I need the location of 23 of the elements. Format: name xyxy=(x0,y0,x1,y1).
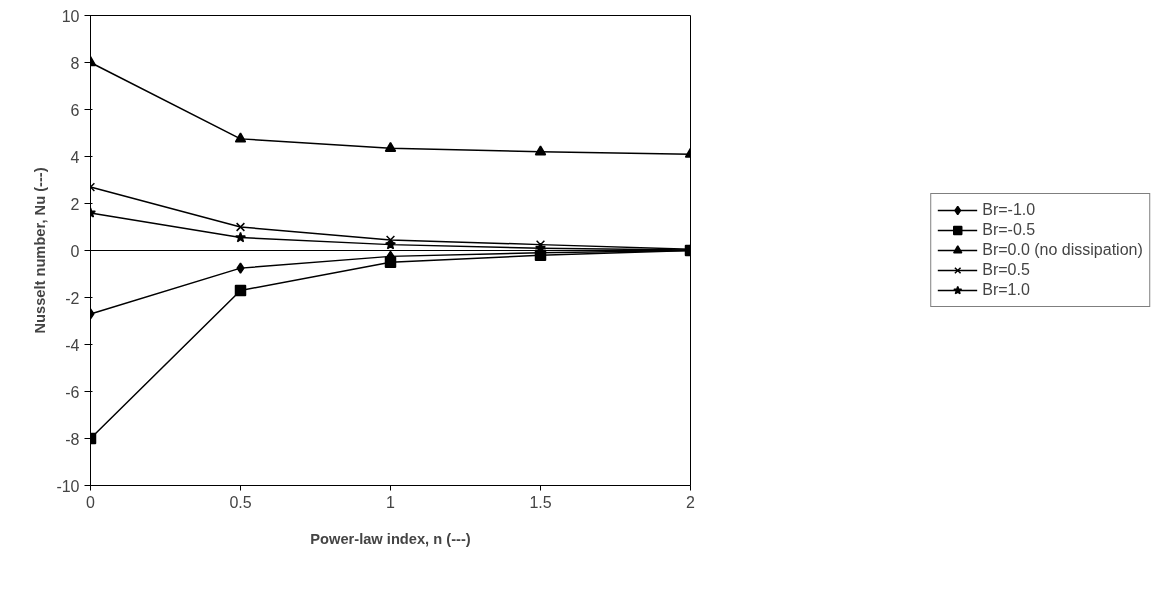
y-tick-label: 2 xyxy=(70,195,80,213)
y-tick-label: 10 xyxy=(61,7,80,25)
x-axis-title: Power-law index, n (---) xyxy=(310,530,471,547)
legend-label: Br=-1.0 xyxy=(982,201,1036,219)
x-tick-label: 1.5 xyxy=(529,493,552,511)
legend-label: Br=0.0 (no dissipation) xyxy=(982,241,1143,259)
x-tick-label: 0.5 xyxy=(229,493,252,511)
y-tick-label: -8 xyxy=(65,430,80,448)
x-tick-label: 0 xyxy=(86,493,96,511)
y-tick-label: 4 xyxy=(70,148,80,166)
y-tick-label: -6 xyxy=(65,383,80,401)
y-axis-title: Nusselt number, Nu (---) xyxy=(32,167,49,334)
y-tick-label: -4 xyxy=(65,336,80,354)
legend-label: Br=0.5 xyxy=(982,261,1030,279)
y-tick-label: 6 xyxy=(70,101,80,119)
legend-label: Br=-0.5 xyxy=(982,221,1036,239)
y-tick-label: -10 xyxy=(56,477,80,495)
x-tick-label: 2 xyxy=(686,493,696,511)
x-tick-label: 1 xyxy=(386,493,396,511)
y-tick-label: -2 xyxy=(65,289,80,307)
y-tick-label: 8 xyxy=(70,54,80,72)
y-tick-label: 0 xyxy=(70,242,80,260)
legend-label: Br=1.0 xyxy=(982,281,1030,299)
